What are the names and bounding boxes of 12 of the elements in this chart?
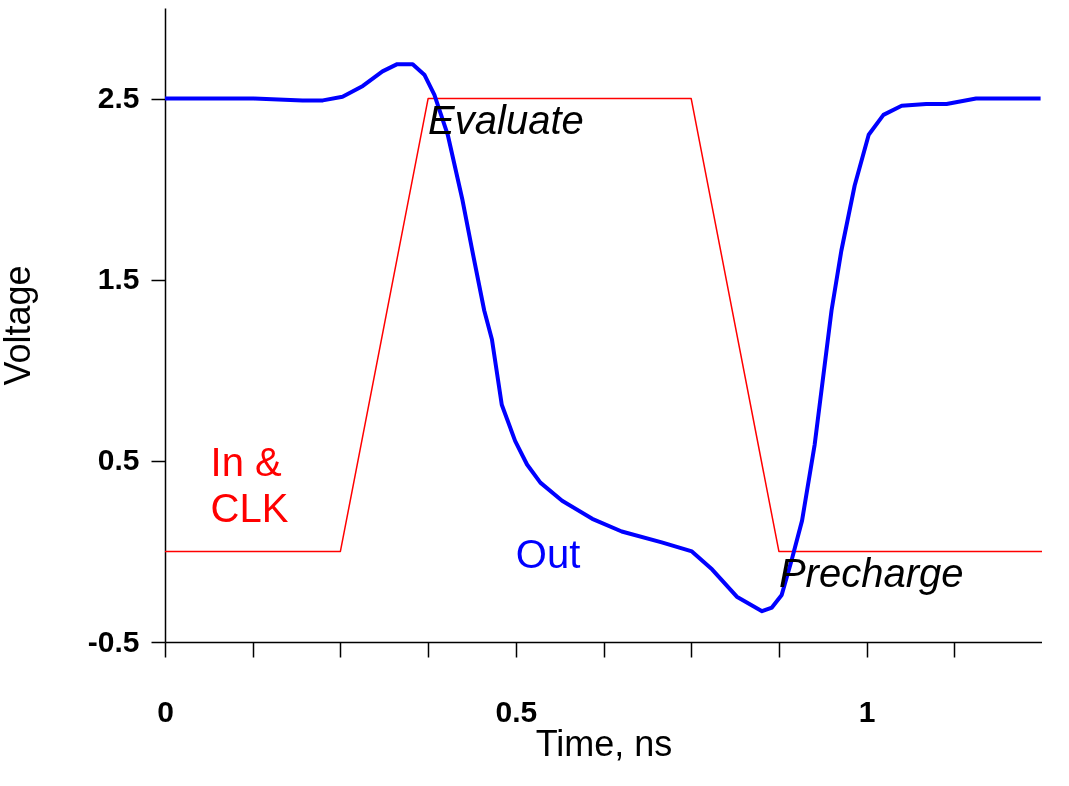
x-tick-label: 1 <box>858 694 876 728</box>
series-label: In & CLK <box>210 440 289 531</box>
x-tick-label: 0.5 <box>495 694 538 728</box>
y-tick-label: 0.5 <box>97 443 140 477</box>
x-axis-title: Time, ns <box>535 722 673 764</box>
y-tick-label: 1.5 <box>97 262 140 296</box>
series-label: Out <box>515 532 581 577</box>
y-tick-label: 2.5 <box>97 81 140 115</box>
y-axis-title: Voltage <box>0 265 38 386</box>
y-tick-label: -0.5 <box>87 624 140 658</box>
x-tick-label: 0 <box>157 694 174 728</box>
line-series <box>165 62 1042 614</box>
